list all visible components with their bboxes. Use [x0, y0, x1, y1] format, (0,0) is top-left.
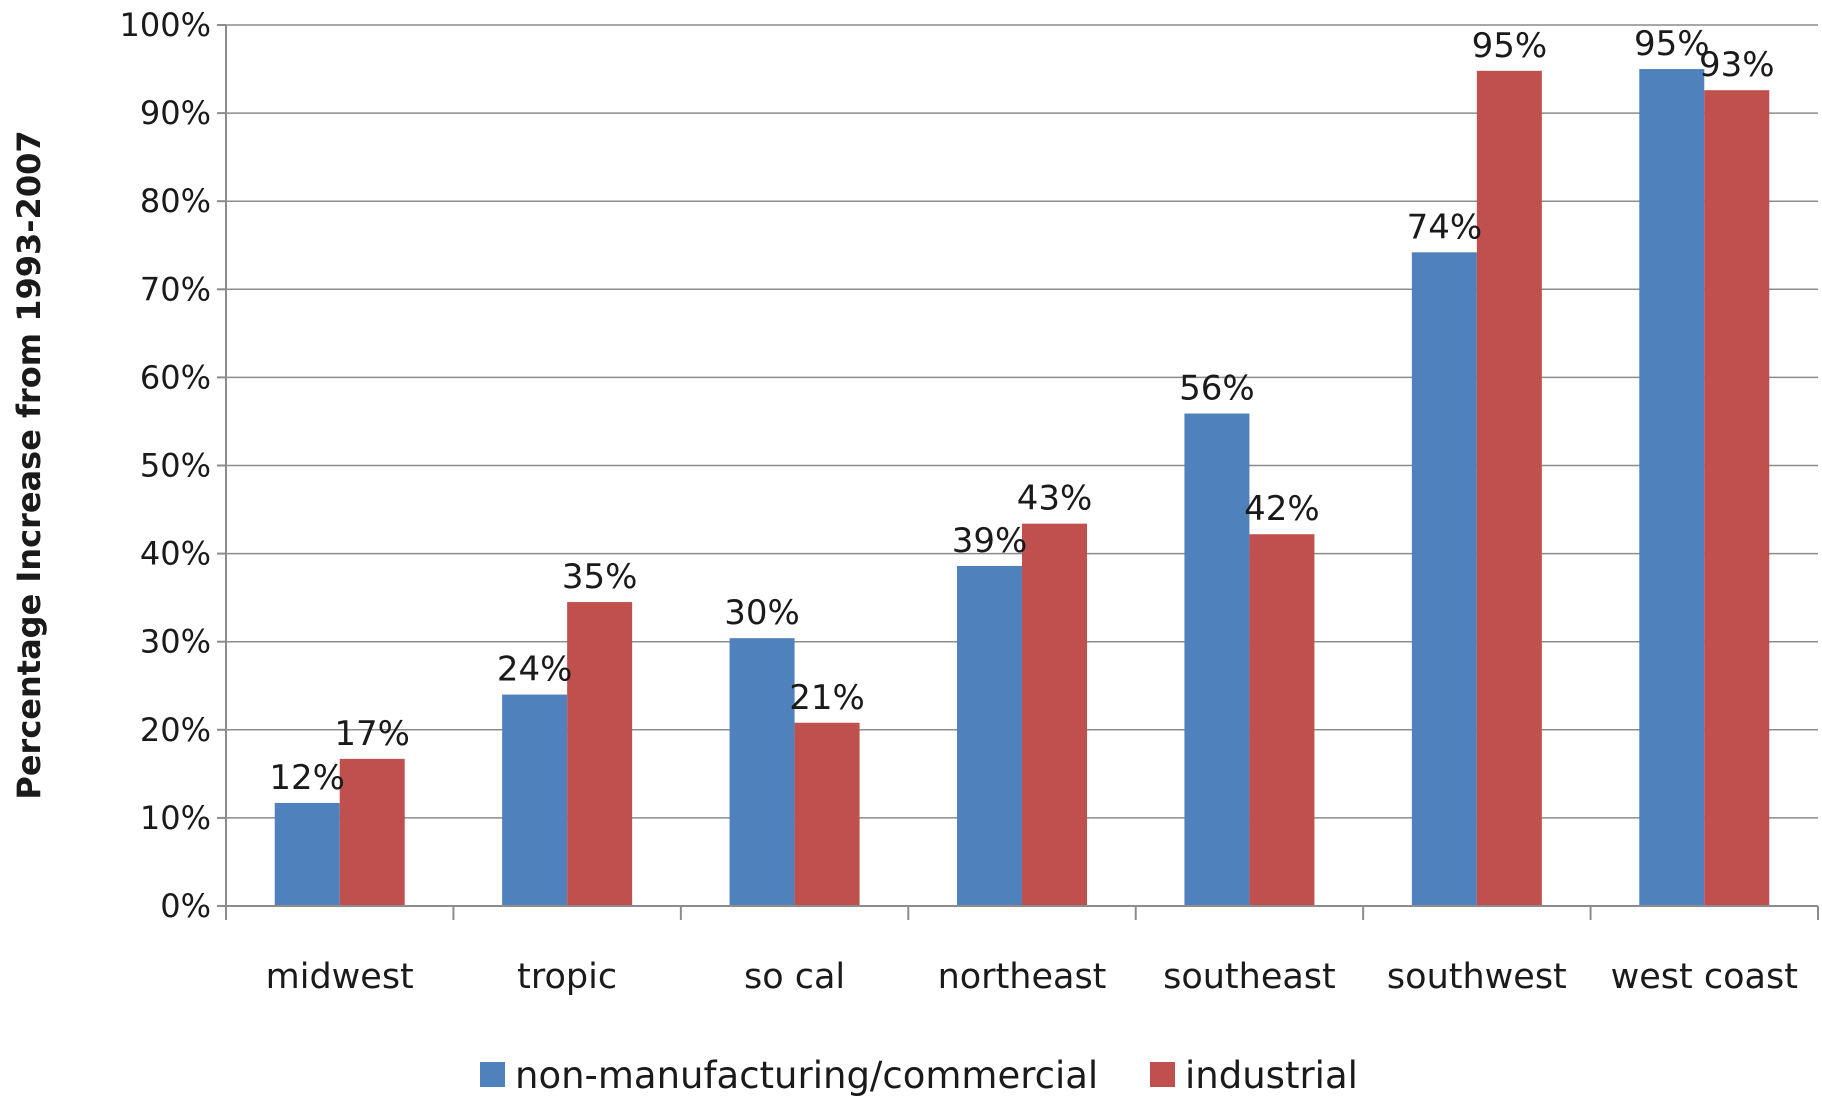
y-tick-label: 60% [140, 358, 211, 396]
legend-swatch [1150, 1062, 1175, 1087]
labels: 0% 10% 20% 30% 40% 50% 60% 70% 80% 90% 100% 12%17% m… [120, 6, 1798, 997]
gridlines [226, 24, 1818, 819]
x-category-label: northeast [938, 957, 1107, 997]
data-label: 74% [1407, 207, 1483, 247]
data-label: 21% [789, 678, 865, 718]
x-category-label: tropic [517, 957, 617, 997]
data-label: 56% [1179, 369, 1255, 409]
data-label: 24% [497, 650, 573, 690]
data-label: 12% [269, 758, 345, 798]
y-tick-label: 70% [140, 270, 211, 308]
x-category-label: west coast [1611, 957, 1798, 997]
y-tick-label: 100% [120, 6, 211, 44]
bars [274, 69, 1770, 907]
bar-northeast-industrial [1022, 523, 1087, 906]
data-label: 17% [334, 714, 410, 754]
x-category-label: southeast [1163, 957, 1336, 997]
y-tick-label: 90% [140, 94, 211, 132]
data-label: 39% [952, 521, 1028, 561]
bar-tropic-industrial [567, 602, 633, 906]
bar-northeast-non-manufacturing-commercial [957, 565, 1022, 906]
data-label: 95% [1634, 24, 1710, 64]
bar-west-coast-non-manufacturing-commercial [1639, 69, 1705, 907]
y-tick-label: 50% [140, 447, 211, 485]
bar-southeast-non-manufacturing-commercial [1184, 413, 1250, 906]
data-label: 95% [1472, 26, 1548, 66]
data-label: 35% [562, 557, 638, 597]
data-label: 43% [1017, 479, 1093, 519]
bar-southwest-industrial [1476, 70, 1542, 906]
y-tick-label: 10% [140, 799, 211, 837]
bar-west-coast-industrial [1704, 90, 1770, 907]
bar-southeast-industrial [1249, 534, 1315, 906]
y-tick-label: 80% [140, 182, 211, 220]
bar-midwest-industrial [339, 758, 405, 906]
data-label: 30% [724, 593, 800, 633]
bar-midwest-non-manufacturing-commercial [274, 802, 340, 906]
bar-so-cal-industrial [794, 722, 860, 906]
legend-label: industrial [1185, 1054, 1358, 1097]
x-category-label: southwest [1387, 957, 1567, 997]
y-tick-label: 20% [140, 711, 211, 749]
axes [217, 24, 1819, 920]
data-label: 42% [1244, 489, 1320, 529]
y-axis-title: Percentage Increase from 1993-2007 [10, 130, 48, 799]
data-label: 93% [1699, 45, 1775, 85]
x-category-label: midwest [266, 957, 414, 997]
x-category-label: so cal [744, 957, 845, 997]
y-tick-label: 0% [160, 887, 211, 925]
legend: non-manufacturing/commercial industrial [480, 1054, 1358, 1097]
bar-southwest-non-manufacturing-commercial [1411, 252, 1477, 907]
y-tick-label: 40% [140, 535, 211, 573]
legend-label: non-manufacturing/commercial [515, 1054, 1098, 1097]
bar-so-cal-non-manufacturing-commercial [729, 638, 795, 906]
legend-swatch [480, 1062, 505, 1087]
y-tick-label: 30% [140, 623, 211, 661]
bar-tropic-non-manufacturing-commercial [502, 694, 568, 906]
